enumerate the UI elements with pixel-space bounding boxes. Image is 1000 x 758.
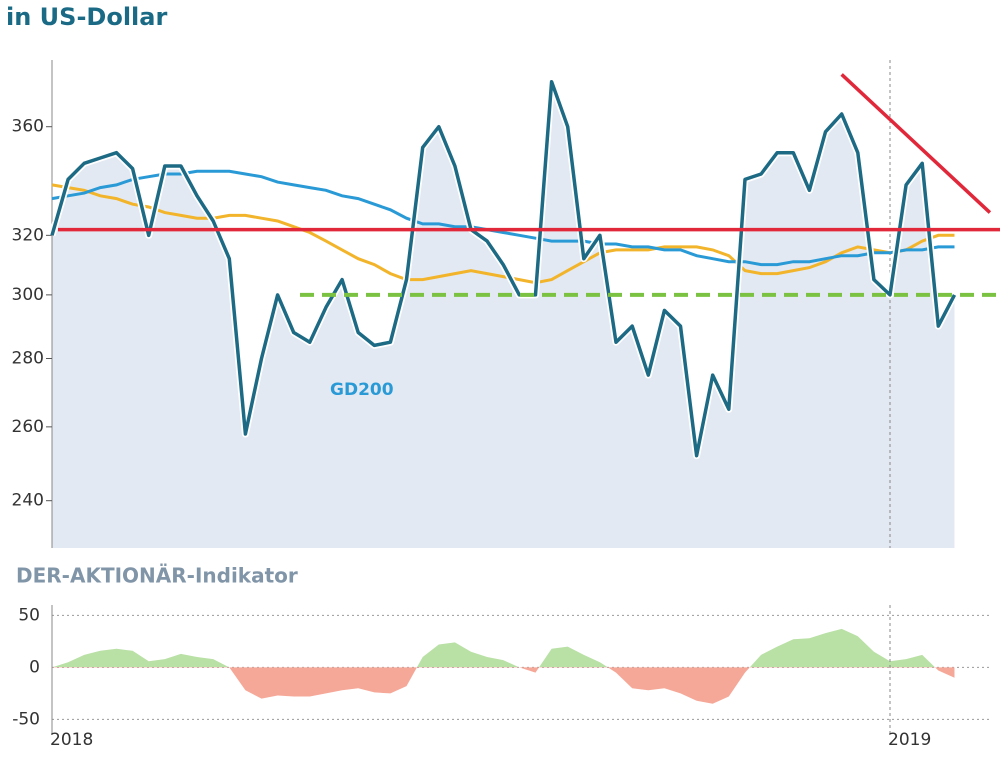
y-tick-label: 260	[12, 417, 44, 437]
y-tick-label: 50	[18, 605, 40, 625]
negative-area	[52, 667, 955, 704]
indicator-title: DER-AKTIONÄR-Indikator	[16, 564, 298, 588]
y-tick-label: 280	[12, 349, 44, 369]
x-tick-label: 2018	[50, 730, 93, 750]
price-area	[52, 81, 955, 548]
x-tick-label: 2019	[888, 730, 931, 750]
y-tick-label: 0	[29, 657, 40, 677]
positive-area	[53, 628, 935, 667]
average-line	[51, 169, 955, 267]
y-tick-label: 240	[12, 491, 44, 511]
average-line	[51, 183, 955, 285]
series-annotation: GD200	[330, 380, 394, 400]
y-tick-label: -50	[12, 709, 40, 729]
y-tick-label: 320	[12, 225, 44, 245]
y-tick-label: 300	[12, 285, 44, 305]
chart-title: in US-Dollar	[6, 3, 167, 31]
trend-line	[840, 73, 992, 214]
y-tick-label: 360	[12, 117, 44, 137]
price-line	[50, 79, 957, 458]
